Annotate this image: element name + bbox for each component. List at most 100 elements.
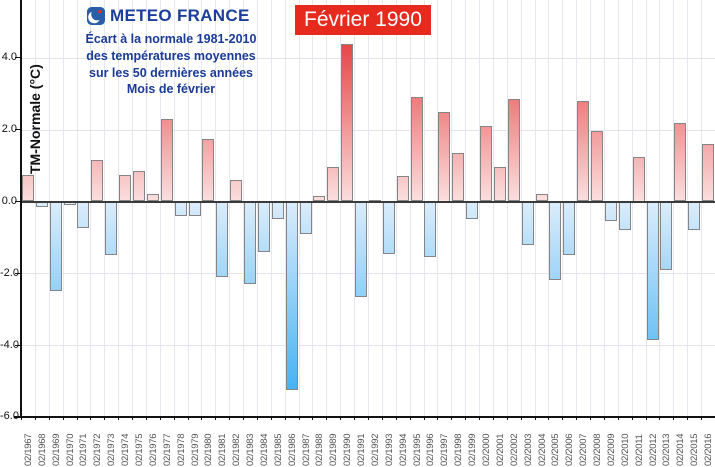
x-tick-mark <box>256 417 258 420</box>
bar-02/2011 <box>632 156 645 202</box>
bar-02/1980 <box>202 138 215 202</box>
x-tick-label: 02/1969 <box>50 433 62 466</box>
x-tick-label: 02/1991 <box>356 433 368 466</box>
x-tick-label: 02/1985 <box>272 433 284 466</box>
v-gridline <box>284 0 286 417</box>
bar-02/2000 <box>479 126 492 202</box>
x-tick-label: 02/2003 <box>522 433 534 466</box>
x-tick-mark <box>687 417 689 420</box>
bar-02/1998 <box>452 153 465 202</box>
x-tick-mark <box>409 417 411 420</box>
v-gridline <box>395 0 397 417</box>
x-tick-mark <box>284 417 286 420</box>
bar-02/1981 <box>216 201 229 277</box>
bar-02/1975 <box>132 170 145 202</box>
h-gridline <box>21 129 715 131</box>
bar-02/2006 <box>563 201 576 256</box>
x-tick-mark <box>576 417 578 420</box>
x-tick-mark <box>312 417 314 420</box>
x-tick-mark <box>465 417 467 420</box>
x-tick-label: 02/2010 <box>619 433 631 466</box>
v-gridline <box>76 0 78 417</box>
bar-02/1982 <box>230 179 243 202</box>
v-gridline <box>34 0 36 417</box>
bar-02/1991 <box>355 201 368 297</box>
x-tick-label: 02/1995 <box>411 433 423 466</box>
x-tick-mark <box>548 417 550 420</box>
v-gridline <box>603 0 605 417</box>
x-tick-mark <box>451 417 453 420</box>
x-tick-mark <box>479 417 481 420</box>
x-tick-label: 02/1980 <box>203 433 215 466</box>
x-tick-mark <box>659 417 661 420</box>
x-tick-mark <box>270 417 272 420</box>
x-tick-mark <box>423 417 425 420</box>
x-tick-mark <box>215 417 217 420</box>
x-tick-mark <box>340 417 342 420</box>
x-tick-mark <box>187 417 189 420</box>
bar-02/1978 <box>174 201 187 216</box>
y-tick-label: -6.0 <box>0 410 19 423</box>
x-tick-label: 02/1988 <box>314 433 326 466</box>
x-tick-mark <box>562 417 564 420</box>
y-tick-label: -2.0 <box>0 266 19 279</box>
v-gridline <box>340 0 342 417</box>
x-tick-mark <box>590 417 592 420</box>
x-tick-label: 02/1973 <box>106 433 118 466</box>
x-tick-label: 02/2005 <box>550 433 562 466</box>
x-tick-label: 02/1977 <box>161 433 173 466</box>
x-tick-label: 02/2007 <box>578 433 590 466</box>
y-tick-mark <box>15 344 21 346</box>
v-gridline <box>90 0 92 417</box>
v-gridline <box>562 0 564 417</box>
v-gridline <box>437 0 439 417</box>
bar-02/2003 <box>521 201 534 245</box>
meteo-france-logo-icon <box>87 7 105 25</box>
h-gridline <box>21 57 715 59</box>
subtitle-line-3: sur les 50 dernières années <box>89 65 253 80</box>
zero-line <box>21 200 715 203</box>
v-gridline <box>617 0 619 417</box>
x-tick-mark <box>201 417 203 420</box>
v-gridline <box>132 0 134 417</box>
subtitle-line-1: Écart à la normale 1981-2010 <box>85 32 257 46</box>
x-tick-label: 02/1996 <box>425 433 437 466</box>
bar-02/2015 <box>688 201 701 231</box>
x-tick-label: 02/1989 <box>328 433 340 466</box>
bar-02/1974 <box>119 174 132 202</box>
y-tick-mark <box>15 129 21 131</box>
x-tick-label: 02/1984 <box>258 433 270 466</box>
v-gridline <box>187 0 189 417</box>
meteo-france-logo: METEO FRANCE <box>87 6 250 26</box>
x-tick-mark <box>673 417 675 420</box>
x-tick-label: 02/1990 <box>342 433 354 466</box>
x-tick-mark <box>229 417 231 420</box>
v-gridline <box>492 0 494 417</box>
subtitle-line-4: Mois de février <box>126 82 216 97</box>
x-tick-mark <box>132 417 134 420</box>
bar-02/1977 <box>160 118 173 202</box>
x-tick-mark <box>104 417 106 420</box>
x-tick-mark <box>381 417 383 420</box>
v-gridline <box>326 0 328 417</box>
bar-02/1990 <box>341 43 354 202</box>
bar-02/1995 <box>410 97 423 202</box>
h-gridline <box>21 273 715 275</box>
v-gridline <box>201 0 203 417</box>
x-tick-label: 02/1976 <box>147 433 159 466</box>
v-gridline <box>48 0 50 417</box>
bar-02/2008 <box>591 131 604 202</box>
bar-02/2010 <box>618 201 631 231</box>
bar-02/1969 <box>49 201 62 292</box>
x-tick-mark <box>21 417 22 420</box>
subtitle-line-2: des températures moyennes <box>86 48 256 63</box>
x-tick-label: 02/2008 <box>592 433 604 466</box>
v-gridline <box>701 0 703 417</box>
x-tick-label: 02/2004 <box>536 433 548 466</box>
y-tick-mark <box>15 272 21 274</box>
bar-02/1971 <box>77 201 90 229</box>
y-axis-title: TM-Normale (°C) <box>27 64 43 174</box>
x-tick-mark <box>506 417 508 420</box>
v-gridline <box>423 0 425 417</box>
